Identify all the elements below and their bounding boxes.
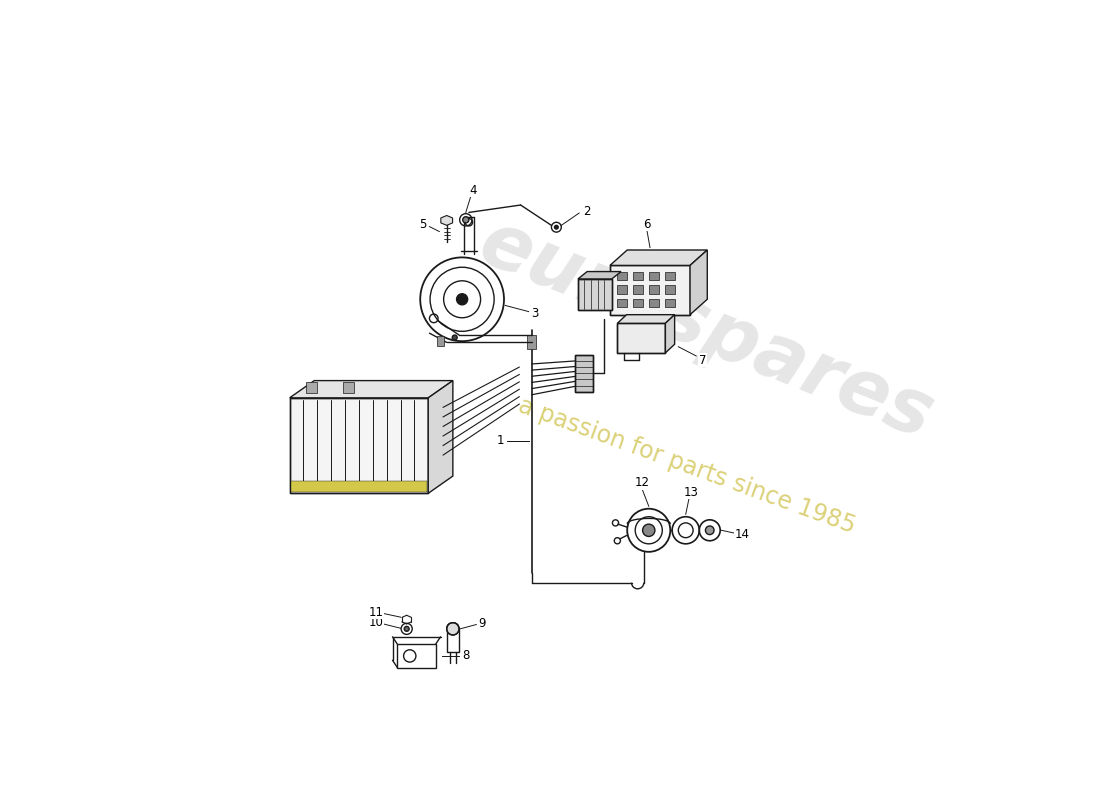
Text: 13: 13	[683, 486, 698, 498]
Bar	[438, 336, 443, 346]
Bar	[578, 279, 612, 310]
Bar	[634, 298, 642, 307]
Bar	[617, 285, 627, 294]
Bar	[617, 271, 627, 280]
Circle shape	[463, 217, 469, 223]
Circle shape	[642, 524, 654, 537]
Text: 12: 12	[635, 476, 650, 490]
Bar	[666, 271, 674, 280]
Bar	[575, 354, 593, 392]
Bar	[617, 298, 627, 307]
Text: 7: 7	[698, 354, 706, 366]
Text: 4: 4	[470, 184, 477, 197]
Circle shape	[404, 626, 409, 631]
Bar	[527, 335, 536, 349]
Text: 2: 2	[583, 206, 591, 218]
Bar	[290, 481, 427, 492]
Text: 11: 11	[368, 606, 384, 618]
Bar	[617, 323, 666, 353]
Bar	[447, 629, 459, 652]
Bar	[609, 266, 690, 314]
Text: 3: 3	[531, 307, 539, 320]
Bar	[609, 266, 690, 314]
Polygon shape	[609, 250, 707, 266]
Bar	[575, 354, 593, 392]
Bar	[306, 382, 317, 393]
Text: a passion for parts since 1985: a passion for parts since 1985	[515, 394, 859, 538]
Bar	[634, 271, 642, 280]
Bar	[342, 382, 354, 393]
Bar	[649, 271, 659, 280]
Text: 8: 8	[463, 650, 470, 662]
Circle shape	[554, 226, 558, 229]
Bar	[578, 279, 612, 310]
Text: 6: 6	[644, 218, 651, 230]
Bar	[649, 285, 659, 294]
Text: eurospares: eurospares	[468, 206, 943, 455]
Polygon shape	[441, 215, 452, 226]
Text: 5: 5	[419, 218, 427, 230]
Circle shape	[705, 526, 714, 534]
Circle shape	[456, 294, 468, 305]
Polygon shape	[428, 381, 453, 494]
Text: 10: 10	[368, 616, 383, 629]
Text: 1: 1	[497, 434, 505, 447]
Text: 14: 14	[735, 528, 750, 541]
Bar	[289, 398, 428, 494]
Bar	[649, 298, 659, 307]
Polygon shape	[617, 314, 674, 323]
Circle shape	[452, 335, 458, 340]
Text: 9: 9	[478, 617, 486, 630]
Bar	[666, 285, 674, 294]
Bar	[666, 298, 674, 307]
Polygon shape	[690, 250, 707, 314]
Bar	[634, 285, 642, 294]
Polygon shape	[289, 381, 453, 398]
Bar	[617, 323, 666, 353]
Bar	[397, 644, 436, 668]
Bar	[289, 398, 428, 494]
Polygon shape	[578, 271, 621, 279]
Circle shape	[447, 622, 459, 635]
Polygon shape	[666, 314, 674, 353]
